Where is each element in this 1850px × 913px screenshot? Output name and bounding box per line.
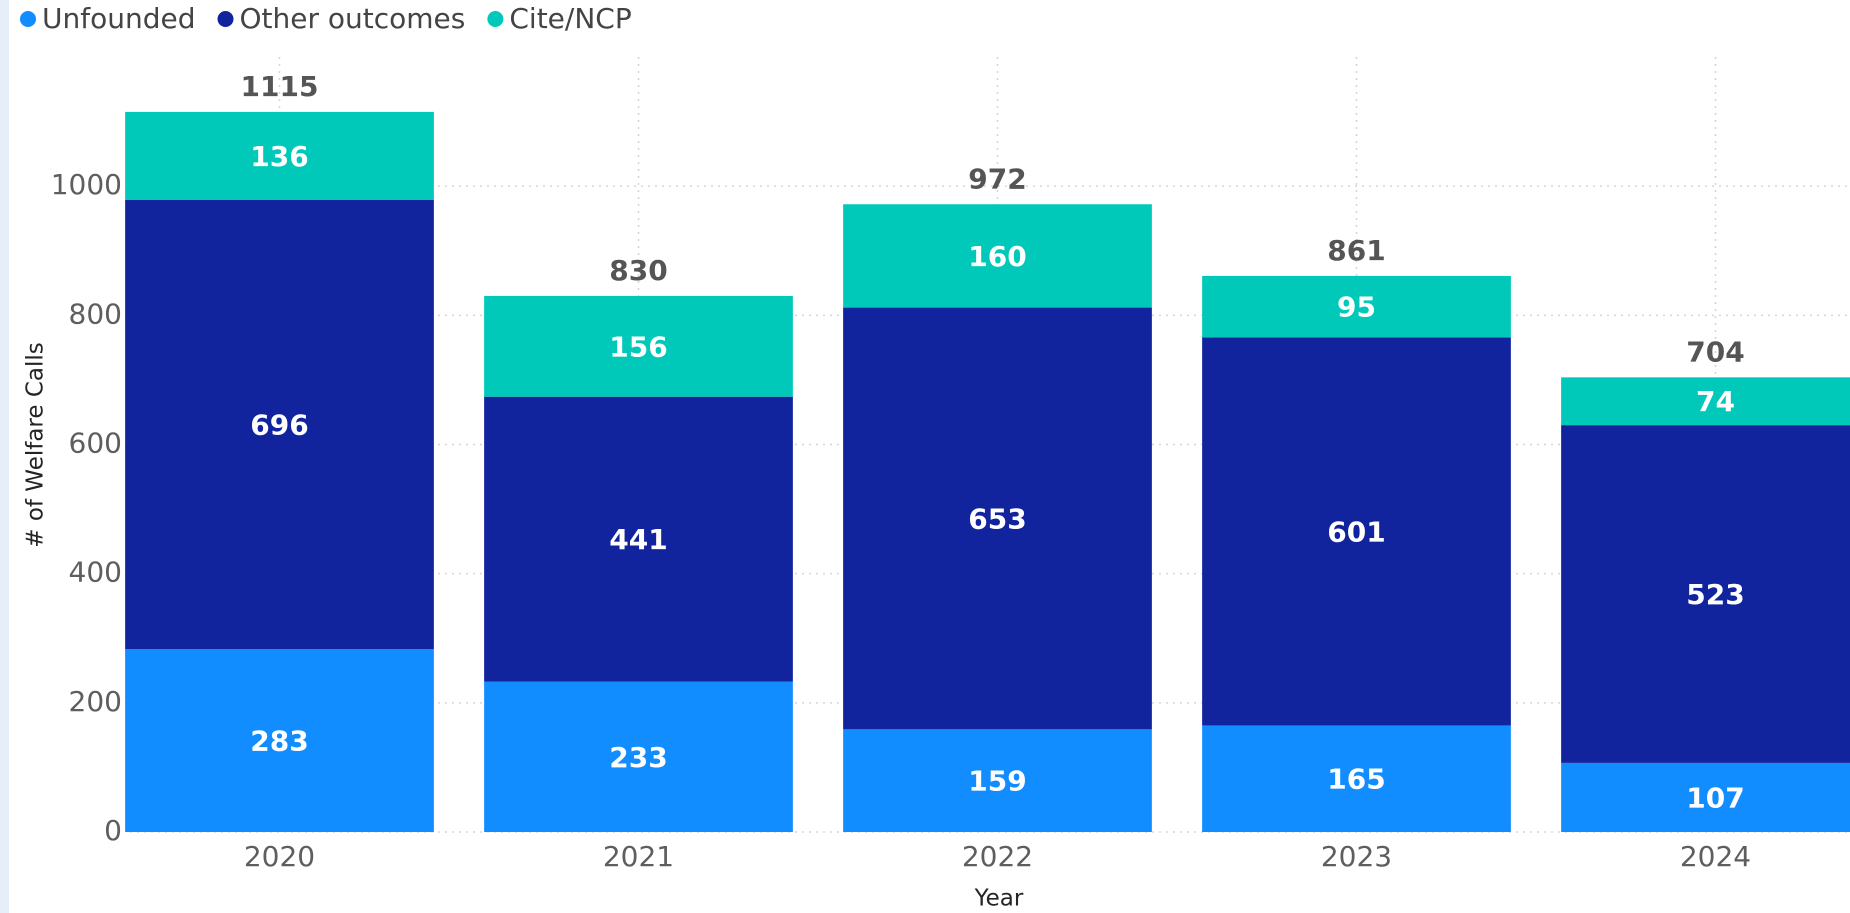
bar-segment xyxy=(484,295,793,397)
legend-label: Unfounded xyxy=(42,2,196,35)
data-label: 159 xyxy=(968,765,1026,798)
total-label: 972 xyxy=(968,162,1026,195)
bar-segment xyxy=(1561,377,1850,426)
y-tick-label: 1000 xyxy=(51,168,122,201)
data-label: 165 xyxy=(1327,763,1385,796)
data-label: 233 xyxy=(609,741,667,774)
data-label: 74 xyxy=(1696,385,1735,418)
legend-marker xyxy=(217,11,234,27)
total-label: 704 xyxy=(1686,335,1744,368)
bar-segment xyxy=(1561,762,1850,832)
bar-segment xyxy=(1202,337,1511,726)
x-tick-label: 2022 xyxy=(962,840,1033,873)
side-strip xyxy=(0,0,9,913)
data-label: 95 xyxy=(1337,291,1376,324)
data-label: 160 xyxy=(968,240,1026,273)
y-tick-label: 200 xyxy=(69,685,122,718)
legend-label: Cite/NCP xyxy=(509,2,631,35)
bar-segment xyxy=(125,111,434,200)
data-label: 107 xyxy=(1686,781,1744,814)
x-tick-label: 2024 xyxy=(1680,840,1751,873)
legend-marker xyxy=(487,11,504,27)
bar-segment xyxy=(484,681,793,832)
data-label: 696 xyxy=(250,408,308,441)
bar-segment xyxy=(843,729,1152,832)
x-tick-label: 2023 xyxy=(1321,840,1392,873)
x-tick-label: 2021 xyxy=(603,840,674,873)
bar-segment xyxy=(1202,275,1511,338)
data-label: 601 xyxy=(1327,515,1385,548)
bar-segment xyxy=(484,396,793,682)
legend-marker xyxy=(20,11,36,27)
x-tick-label: 2020 xyxy=(244,840,315,873)
y-tick-label: 400 xyxy=(69,556,122,589)
bar-segment xyxy=(843,307,1152,730)
bar-segment xyxy=(1202,725,1511,832)
x-axis-title: Year xyxy=(974,886,1024,912)
total-label: 1115 xyxy=(241,70,319,103)
data-label: 523 xyxy=(1686,578,1744,611)
total-label: 861 xyxy=(1327,234,1385,267)
data-label: 283 xyxy=(250,725,308,758)
bar-segment xyxy=(843,204,1152,308)
bar-segment xyxy=(1561,425,1850,763)
y-tick-label: 600 xyxy=(69,427,122,460)
y-tick-label: 0 xyxy=(104,814,122,847)
bar-segment xyxy=(125,649,434,832)
data-label: 156 xyxy=(609,330,667,363)
y-axis-title: # of Welfare Calls xyxy=(23,342,49,548)
bar-segment xyxy=(125,199,434,650)
data-label: 136 xyxy=(250,140,308,173)
y-tick-label: 800 xyxy=(69,297,122,330)
data-label: 441 xyxy=(609,523,667,556)
total-label: 830 xyxy=(609,254,667,287)
data-label: 653 xyxy=(968,502,1026,535)
legend-label: Other outcomes xyxy=(240,2,466,35)
